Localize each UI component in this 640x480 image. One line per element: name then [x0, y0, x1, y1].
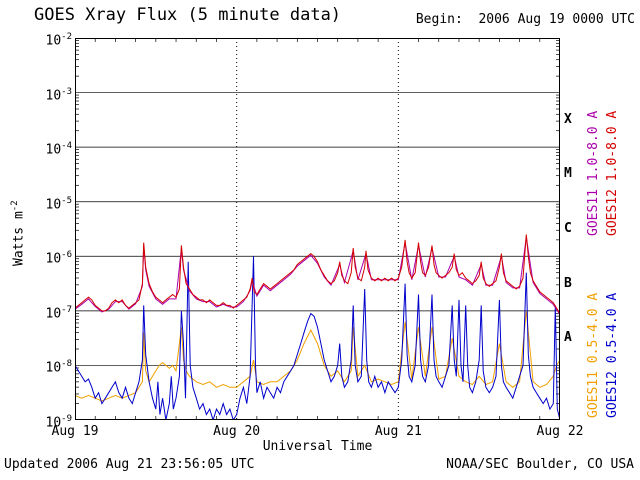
source-attribution: NOAA/SEC Boulder, CO USA [446, 457, 634, 472]
legend-goes12-long: GOES12 1.0-8.0 A [605, 110, 620, 236]
plot-area [74, 38, 561, 422]
flare-class-label-m: M [564, 166, 572, 182]
series-goes11-1-0-8-0-a [74, 237, 561, 315]
updated-timestamp: Updated 2006 Aug 21 23:56:05 UTC [4, 457, 255, 472]
flare-class-label-b: B [564, 275, 572, 291]
y-tick-label: 10-7 [45, 304, 73, 322]
y-tick-label: 10-6 [45, 250, 73, 267]
y-tick-label: 10-2 [45, 32, 73, 49]
x-tick-label: Aug 21 [374, 424, 422, 439]
flare-class-label-x: X [564, 111, 572, 127]
y-tick-label: 10-5 [45, 195, 73, 213]
y-tick-label: 10-8 [45, 359, 73, 376]
series-goes12-1-0-8-0-a [74, 234, 561, 314]
x-axis-title: Universal Time [262, 439, 373, 454]
legend-goes11-long: GOES11 1.0-8.0 A [586, 110, 601, 236]
begin-time-label: Begin: 2006 Aug 19 0000 UTC [415, 12, 635, 27]
y-axis-title: Watts m-2 [10, 200, 26, 266]
y-axis-title-text: Watts m [11, 211, 27, 266]
chart-canvas [74, 38, 561, 422]
x-tick-label: Aug 20 [213, 424, 261, 439]
series-goes12-0-5-4-0-a [74, 256, 561, 422]
series-goes11-0-5-4-0-a [74, 310, 561, 402]
plot-border [75, 38, 560, 420]
flare-class-label-c: C [564, 221, 572, 236]
y-axis-title-exponent: -2 [10, 200, 20, 212]
legend-goes11-short: GOES11 0.5-4.0 A [586, 292, 601, 418]
x-tick-label: Aug 22 [536, 424, 584, 439]
y-tick-label: 10-3 [45, 86, 73, 103]
x-tick-label: Aug 19 [51, 424, 99, 439]
legend-goes12-short: GOES12 0.5-4.0 A [605, 292, 620, 418]
y-tick-label: 10-9 [45, 414, 73, 431]
flare-class-label-a: A [564, 330, 572, 346]
page-title: GOES Xray Flux (5 minute data) [34, 5, 342, 25]
y-tick-label: 10-4 [45, 141, 73, 158]
